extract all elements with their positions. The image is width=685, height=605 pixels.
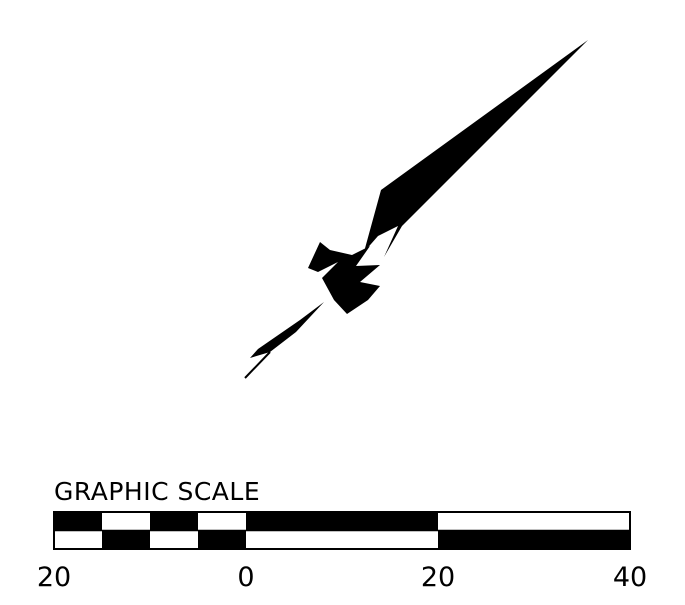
scale-tick-label: 40 [613, 562, 647, 593]
scale-block [150, 512, 198, 530]
scale-tick-label: 20 [37, 562, 71, 593]
graphic-scale: GRAPHIC SCALE 20 0 20 40 [37, 477, 647, 593]
north-arrow-tail [244, 351, 271, 379]
north-arrow-n-glyph [308, 242, 380, 314]
graphic-scale-title: GRAPHIC SCALE [54, 477, 260, 506]
scale-block [102, 531, 150, 549]
scale-tick-label: 20 [421, 562, 455, 593]
scale-tick-label: 0 [237, 562, 254, 593]
scale-block [246, 512, 438, 530]
scale-block [198, 531, 246, 549]
scale-block [438, 531, 630, 549]
north-arrow-lower-blade [250, 302, 324, 358]
north-arrow-icon [244, 40, 588, 379]
north-arrow-upper-blade [364, 40, 588, 257]
scale-block [54, 512, 102, 530]
